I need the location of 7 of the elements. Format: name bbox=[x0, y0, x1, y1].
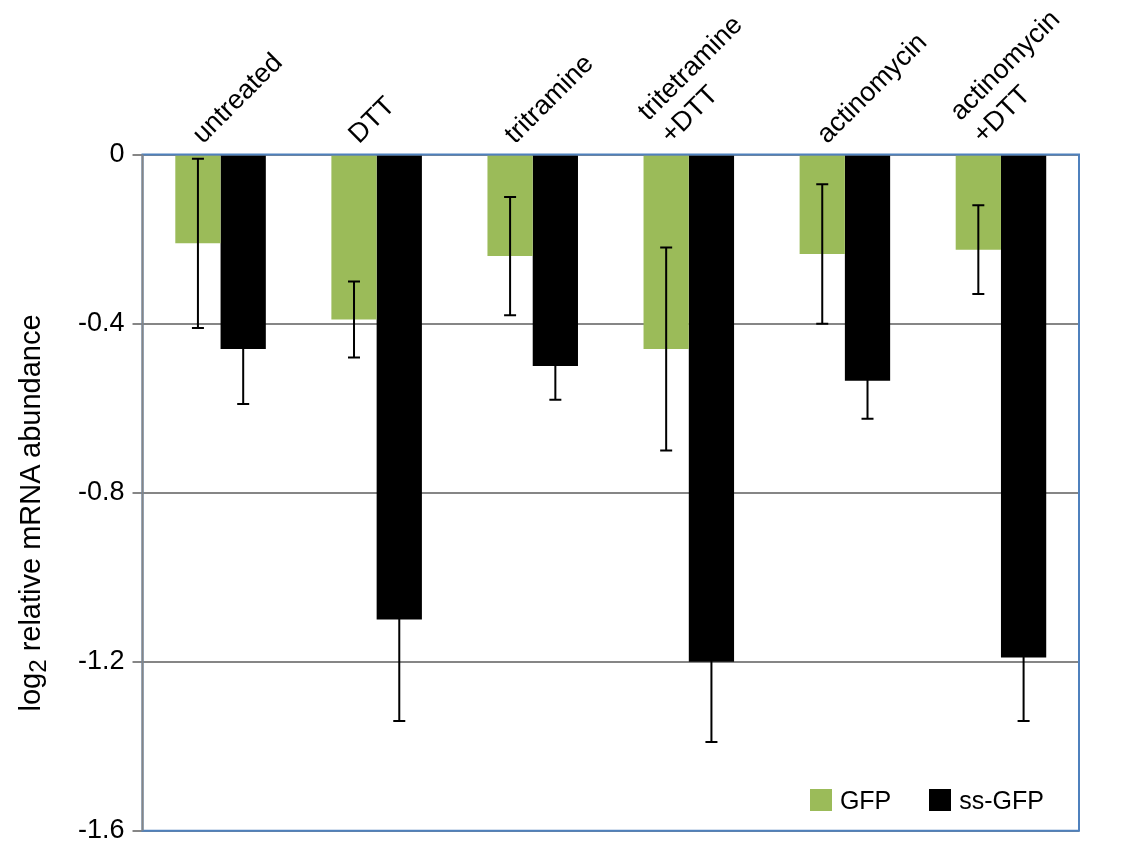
y-tick-label: 0 bbox=[109, 138, 125, 169]
legend-label: GFP bbox=[839, 785, 892, 815]
legend-label: ss-GFP bbox=[959, 785, 1044, 815]
y-tick-label: -1.2 bbox=[77, 645, 125, 676]
y-tick-label: -1.6 bbox=[77, 814, 125, 845]
y-tick-label: -0.4 bbox=[77, 307, 125, 338]
y-tick-label: -0.8 bbox=[77, 476, 125, 507]
